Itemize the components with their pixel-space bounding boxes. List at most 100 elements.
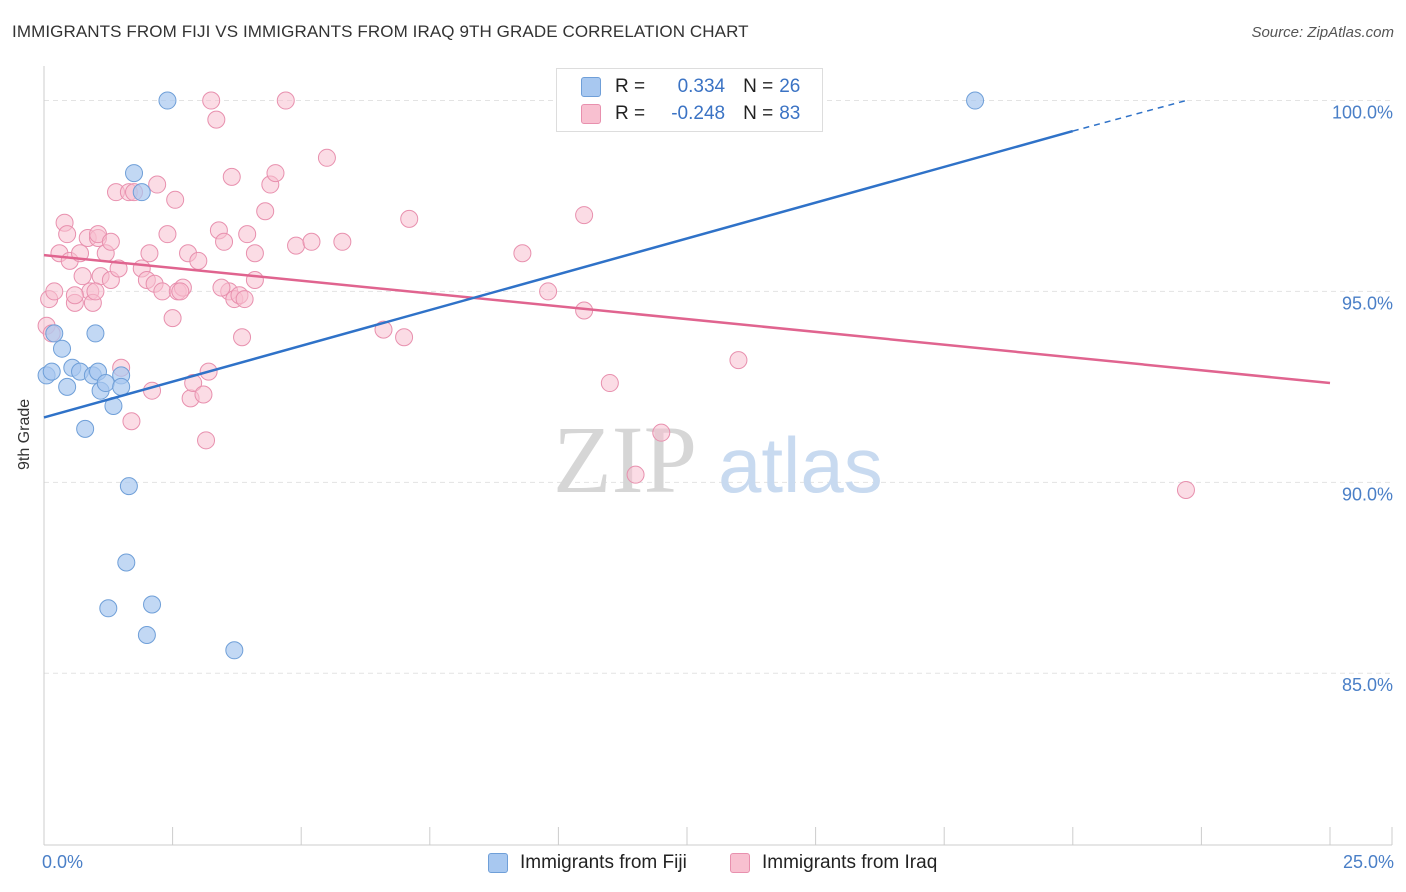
fiji-point (117, 553, 136, 572)
fiji-point (99, 599, 118, 618)
iraq-point (166, 190, 185, 209)
fiji-point (132, 183, 151, 202)
fiji-n-label: N = (743, 76, 774, 97)
iraq-point (140, 244, 159, 263)
iraq-point (729, 351, 748, 370)
axes (43, 66, 1393, 846)
fiji-point (42, 362, 61, 381)
iraq-point (163, 309, 182, 328)
fiji-point (53, 339, 72, 358)
iraq-point (245, 270, 264, 289)
y-tick-label: 85.0% (1342, 675, 1393, 695)
iraq-point (245, 244, 264, 263)
fiji-point (119, 477, 138, 496)
iraq-point (235, 290, 254, 309)
iraq-point (122, 412, 141, 431)
iraq-swatch (581, 104, 601, 124)
iraq-n-value: 83 (779, 103, 801, 124)
fiji-point (966, 91, 985, 110)
iraq-point (45, 282, 64, 301)
iraq-point (222, 167, 241, 186)
iraq-point (207, 110, 226, 129)
fiji-legend-swatch (488, 853, 508, 873)
fiji-point (112, 377, 131, 396)
iraq-point (202, 91, 221, 110)
iraq-point (333, 232, 352, 251)
iraq-point (266, 164, 285, 183)
iraq-point (539, 282, 558, 301)
iraq-point (317, 148, 336, 167)
fiji-point (225, 641, 244, 660)
iraq-point (58, 225, 77, 244)
iraq-point (65, 286, 84, 305)
iraq-point (233, 328, 252, 347)
fiji-swatch (581, 77, 601, 97)
legend-item-iraq[interactable]: Immigrants from Iraq (730, 852, 937, 874)
iraq-point (86, 282, 105, 301)
legend-row-iraq: R = -0.248 N = 83 (581, 102, 800, 126)
series-legend: Immigrants from Fiji Immigrants from Ira… (0, 852, 1406, 878)
iraq-point (189, 251, 208, 270)
fiji-trendline-extension (1072, 99, 1187, 132)
iraq-legend-swatch (730, 853, 750, 873)
legend-item-fiji[interactable]: Immigrants from Fiji (488, 852, 687, 874)
iraq-points (37, 91, 1195, 499)
watermark: ZIP atlas (553, 406, 883, 513)
fiji-point (86, 324, 105, 343)
x-tick-label-max: 25.0% (1342, 852, 1394, 872)
fiji-trendline (43, 129, 1074, 419)
trend-lines (43, 99, 1331, 419)
fiji-point (96, 374, 115, 393)
fiji-r-label: R = (615, 76, 646, 97)
iraq-point (276, 91, 295, 110)
iraq-point (302, 232, 321, 251)
fiji-point (76, 419, 95, 438)
iraq-point (197, 431, 216, 450)
fiji-point (158, 91, 177, 110)
y-tick-label: 90.0% (1342, 484, 1393, 504)
iraq-point (212, 278, 231, 297)
fiji-point (58, 377, 77, 396)
iraq-point (238, 225, 257, 244)
iraq-point (626, 465, 645, 484)
y-tick-labels: 85.0% 90.0% 95.0% 100.0% (1332, 103, 1393, 696)
fiji-point (45, 324, 64, 343)
grid-lines (44, 100, 1392, 674)
y-tick-label: 100.0% (1332, 103, 1393, 123)
iraq-point (600, 374, 619, 393)
iraq-trendline (43, 253, 1331, 385)
iraq-point (1176, 480, 1195, 499)
iraq-point (400, 209, 419, 228)
chart-title: IMMIGRANTS FROM FIJI VS IMMIGRANTS FROM … (12, 22, 749, 41)
iraq-point (184, 374, 203, 393)
watermark-atlas: atlas (718, 421, 883, 509)
iraq-point (395, 328, 414, 347)
iraq-point (652, 423, 671, 442)
legend-row-fiji: R = 0.334 N = 26 (581, 75, 800, 99)
iraq-point (575, 206, 594, 225)
iraq-legend-label: Immigrants from Iraq (762, 852, 938, 873)
fiji-point (143, 595, 162, 614)
iraq-r-value: -0.248 (671, 103, 726, 124)
iraq-n-label: N = (743, 103, 774, 124)
iraq-point (109, 259, 128, 278)
x-tick-label-min: 0.0% (42, 852, 84, 872)
iraq-point (158, 225, 177, 244)
watermark-zip: ZIP (553, 406, 697, 513)
fiji-legend-label: Immigrants from Fiji (520, 852, 687, 873)
y-tick-label: 95.0% (1342, 293, 1393, 313)
iraq-point (194, 385, 213, 404)
iraq-point (73, 267, 92, 286)
fiji-r-value: 0.334 (677, 76, 726, 97)
fiji-point (137, 626, 156, 645)
iraq-point (171, 282, 190, 301)
iraq-point (513, 244, 532, 263)
iraq-point (153, 282, 172, 301)
source-label: Source: ZipAtlas.com (1251, 24, 1394, 41)
iraq-point (148, 175, 167, 194)
iraq-point (215, 232, 234, 251)
iraq-point (256, 202, 275, 221)
iraq-r-label: R = (615, 103, 646, 124)
fiji-n-value: 26 (779, 76, 801, 97)
